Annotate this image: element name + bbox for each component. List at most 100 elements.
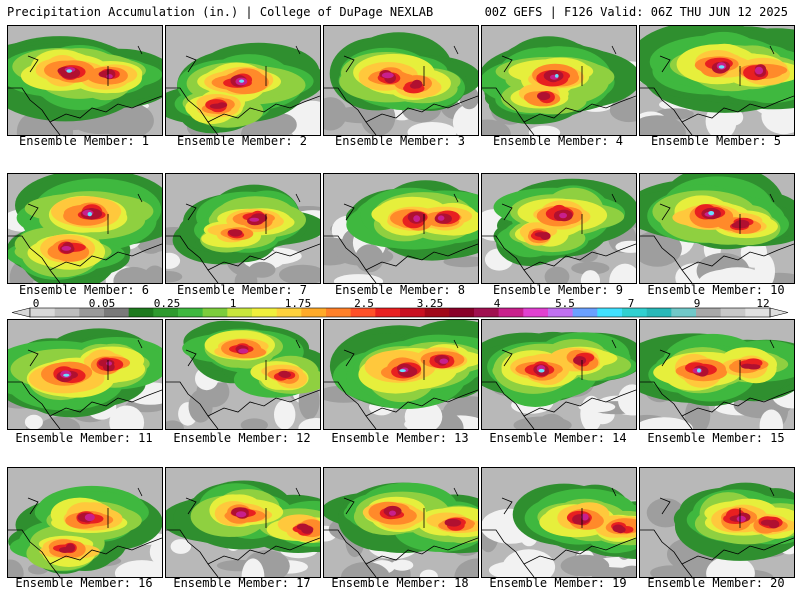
ensemble-member-map — [165, 319, 321, 430]
precip-contour — [66, 69, 72, 73]
precip-map-svg — [640, 320, 794, 429]
boundary-line — [343, 203, 355, 221]
precip-contour — [239, 79, 245, 83]
precip-contour — [87, 212, 93, 217]
precip-contour — [746, 364, 761, 370]
ensemble-member-map — [481, 467, 637, 578]
boundary-line — [640, 381, 693, 429]
precip-map-svg — [166, 468, 320, 577]
precip-contour — [209, 103, 225, 109]
boundary-line — [523, 537, 636, 565]
colorbar-outline — [29, 307, 771, 318]
precip-contour — [718, 65, 725, 69]
colorbar-segment — [227, 308, 253, 317]
colorbar-segment — [572, 308, 598, 317]
boundary-line — [739, 339, 775, 380]
dry-patch — [166, 271, 183, 283]
precip-contour — [538, 368, 545, 373]
dry-patch — [571, 261, 610, 275]
boundary-line — [365, 537, 478, 565]
precip-map-svg — [8, 26, 162, 135]
boundary-line — [659, 349, 671, 367]
precip-map-svg — [166, 26, 320, 135]
boundary-line — [265, 339, 301, 380]
boundary-line — [27, 349, 39, 367]
ensemble-member-map — [481, 173, 637, 284]
ensemble-member-map — [639, 25, 795, 136]
dry-patch — [308, 118, 320, 135]
ensemble-member-label: Ensemble Member: 20 — [647, 576, 785, 590]
colorbar-arrow-left — [11, 307, 31, 318]
dry-patch — [16, 114, 45, 135]
colorbar-segment — [424, 308, 450, 317]
precip-contour — [227, 229, 240, 235]
precip-map-svg — [324, 26, 478, 135]
boundary-line — [166, 529, 219, 577]
ensemble-member-label: Ensemble Member: 5 — [650, 134, 782, 148]
ensemble-member-label: Ensemble Member: 7 — [176, 283, 308, 297]
boundary-line — [659, 55, 671, 73]
precip-map-svg — [166, 320, 320, 429]
ensemble-member-label: Ensemble Member: 10 — [647, 283, 785, 297]
precip-contour — [279, 371, 292, 378]
ensemble-member-label: Ensemble Member: 16 — [15, 576, 153, 590]
dry-patch — [482, 119, 511, 135]
dry-patch — [535, 413, 568, 429]
precip-contour — [249, 217, 260, 222]
precip-map-svg — [324, 174, 478, 283]
precip-map-svg — [640, 174, 794, 283]
precip-map-svg — [166, 174, 320, 283]
precip-map-svg — [640, 468, 794, 577]
colorbar-segment — [375, 308, 401, 317]
dry-patch — [170, 539, 191, 554]
boundary-line — [523, 389, 636, 417]
precip-contour — [760, 519, 774, 526]
dry-patch — [298, 418, 320, 429]
ensemble-member-label: Ensemble Member: 12 — [173, 431, 311, 445]
colorbar-segment — [597, 308, 623, 317]
ensemble-member-label: Ensemble Member: 2 — [176, 134, 308, 148]
boundary-line — [8, 235, 61, 283]
boundary-line — [27, 497, 39, 515]
colorbar-tick-label: 0.05 — [88, 297, 116, 310]
ensemble-member-map — [7, 319, 163, 430]
dry-patch — [149, 539, 162, 565]
boundary-line — [659, 497, 671, 515]
precip-contour — [446, 519, 462, 527]
boundary-line — [482, 529, 535, 577]
dry-patch — [8, 559, 24, 577]
ensemble-member-map — [639, 319, 795, 430]
colorbar-segment — [276, 308, 302, 317]
boundary-line — [581, 45, 617, 86]
colorbar-tick-label: 3.25 — [416, 297, 444, 310]
dry-patch — [340, 562, 391, 577]
boundary-line — [324, 235, 377, 283]
ensemble-member-label: Ensemble Member: 13 — [331, 431, 469, 445]
boundary-line — [8, 529, 61, 577]
dry-patch — [390, 559, 414, 571]
precip-contour — [389, 510, 396, 516]
boundary-line — [681, 537, 794, 565]
boundary-line — [265, 45, 301, 86]
precip-contour — [238, 348, 249, 354]
ensemble-member-label: Ensemble Member: 8 — [334, 283, 466, 297]
boundary-line — [49, 243, 162, 271]
precip-map-svg — [324, 320, 478, 429]
precip-contour — [708, 211, 715, 216]
boundary-line — [640, 529, 693, 577]
colorbar-tick-label: 4 — [493, 297, 501, 310]
precip-contour — [736, 515, 746, 522]
precip-contour — [399, 369, 406, 373]
ensemble-member-map — [7, 467, 163, 578]
dry-patch — [279, 264, 320, 283]
dry-patch — [560, 554, 610, 577]
boundary-line — [681, 389, 794, 417]
colorbar-segment — [301, 308, 327, 317]
ensemble-member-map — [165, 173, 321, 284]
precip-contour — [559, 212, 567, 219]
boundary-line — [423, 339, 459, 380]
precip-contour — [555, 74, 559, 78]
boundary-line — [640, 87, 693, 135]
colorbar-segment — [720, 308, 746, 317]
dry-patch — [24, 414, 43, 429]
